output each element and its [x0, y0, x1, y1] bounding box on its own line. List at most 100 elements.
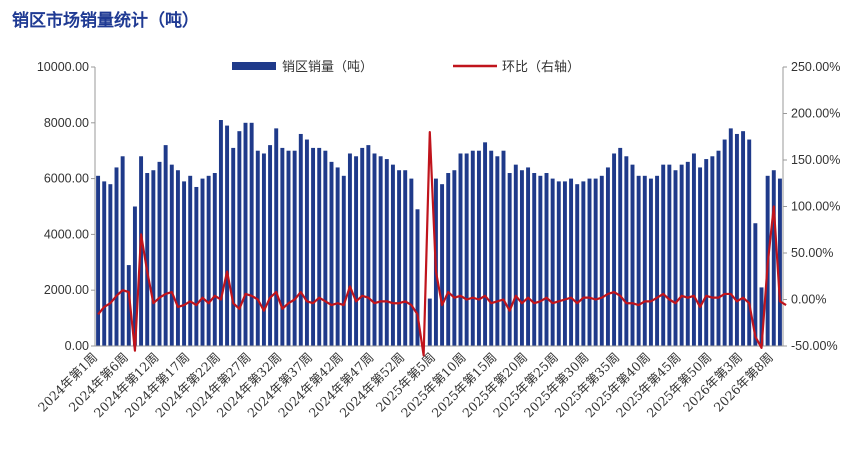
bar: [655, 175, 660, 346]
bar: [544, 173, 549, 346]
bar: [618, 147, 623, 346]
bar: [704, 159, 709, 346]
bar: [102, 181, 107, 346]
bar: [354, 156, 359, 346]
bar: [341, 175, 346, 346]
right-tick-labels: -50.00% 0.00% 50.00% 100.00% 150.00% 200.00% 2…: [783, 60, 840, 353]
bar: [452, 170, 457, 346]
bar: [249, 122, 254, 346]
bar: [366, 145, 371, 346]
bar: [550, 178, 555, 346]
bar: [673, 170, 678, 346]
bar: [661, 164, 666, 346]
bar: [415, 209, 420, 346]
bar: [169, 164, 174, 346]
bar: [722, 139, 727, 346]
bar: [685, 161, 690, 346]
left-tick-label: 0.00: [65, 339, 89, 353]
legend-swatch-bar: [232, 62, 276, 70]
bar: [372, 153, 377, 346]
bar: [145, 173, 150, 346]
bar: [440, 184, 445, 346]
bar: [777, 178, 782, 346]
bar: [268, 145, 273, 346]
bar: [679, 164, 684, 346]
bar: [292, 150, 297, 346]
bar: [200, 178, 205, 346]
bar: [108, 184, 113, 346]
bar: [347, 153, 352, 346]
bar: [397, 170, 402, 346]
bar: [532, 173, 537, 346]
bar: [575, 184, 580, 346]
bar: [562, 181, 567, 346]
bar: [753, 223, 758, 346]
bar: [335, 167, 340, 346]
bar: [360, 147, 365, 346]
left-tick-label: 4000.00: [44, 227, 89, 241]
bar: [581, 181, 586, 346]
legend-label-bar: 销区销量（吨）: [282, 60, 373, 75]
bar: [507, 173, 512, 346]
bar: [323, 150, 328, 346]
bar: [120, 156, 125, 346]
bar: [243, 122, 248, 346]
bar: [311, 147, 316, 346]
left-tick-labels: 0.00 2000.00 4000.00 6000.00 8000.00 10000.00: [37, 60, 95, 353]
left-tick-label: 10000.00: [37, 60, 89, 74]
bar: [526, 167, 531, 346]
bar: [630, 164, 635, 346]
bar: [759, 287, 764, 346]
bar: [157, 161, 162, 346]
bar-group: [96, 120, 782, 346]
bar: [132, 206, 137, 346]
bar: [599, 175, 604, 346]
legend: 销区销量（吨） 环比（右轴）: [232, 60, 580, 75]
bar: [728, 128, 733, 346]
bar: [587, 178, 592, 346]
bar: [280, 147, 285, 346]
bar: [569, 178, 574, 346]
bar: [206, 175, 211, 346]
bar: [409, 178, 414, 346]
bar: [464, 153, 469, 346]
bar: [691, 153, 696, 346]
bar: [151, 170, 156, 346]
bar: [470, 150, 475, 346]
bar: [182, 181, 187, 346]
bar: [458, 153, 463, 346]
right-tick-label: 250.00%: [791, 60, 840, 74]
bar: [114, 167, 119, 346]
bar: [538, 175, 543, 346]
bar: [642, 175, 647, 346]
right-tick-label: 200.00%: [791, 107, 840, 121]
bar: [710, 156, 715, 346]
bar: [237, 131, 242, 346]
left-tick-label: 6000.00: [44, 172, 89, 186]
bar: [593, 178, 598, 346]
bar: [225, 125, 230, 346]
bar: [741, 131, 746, 346]
bar: [298, 133, 303, 346]
bar: [771, 170, 776, 346]
bar: [747, 139, 752, 346]
bar: [96, 175, 101, 346]
bar: [636, 175, 641, 346]
bar: [261, 153, 266, 346]
bar: [163, 145, 168, 346]
bar: [126, 265, 131, 346]
bar: [734, 133, 739, 346]
right-tick-label: 0.00%: [791, 293, 826, 307]
bar: [501, 150, 506, 346]
bar: [483, 142, 488, 346]
right-tick-label: 100.00%: [791, 200, 840, 214]
bar: [403, 170, 408, 346]
bar: [212, 173, 217, 346]
bar: [716, 150, 721, 346]
bar: [427, 298, 432, 346]
bar: [698, 167, 703, 346]
bar: [218, 120, 223, 346]
bar: [476, 150, 481, 346]
bar: [286, 150, 291, 346]
